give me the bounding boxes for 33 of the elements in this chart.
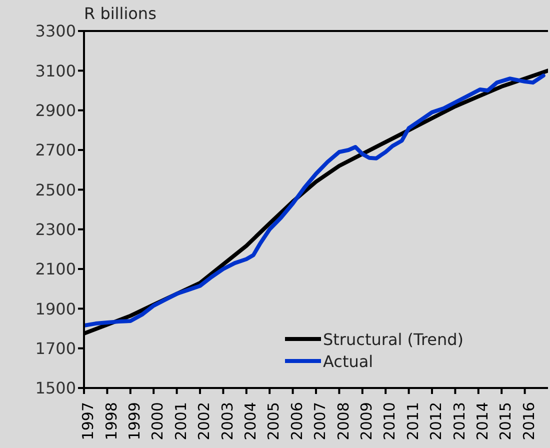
x-tick-label: 2016 bbox=[520, 402, 538, 440]
x-tick-label: 2012 bbox=[427, 402, 446, 440]
x-tick-label: 2011 bbox=[404, 402, 422, 440]
x-tick-label: 2003 bbox=[218, 402, 236, 440]
y-axis-title: R billions bbox=[84, 4, 156, 23]
y-tick-label: 2700 bbox=[35, 140, 76, 160]
x-tick-label: 2015 bbox=[496, 402, 515, 440]
x-tick-label: 2010 bbox=[380, 402, 399, 440]
x-tick-label: 2005 bbox=[264, 402, 283, 440]
y-tick-label: 1900 bbox=[35, 299, 76, 318]
x-tick-label: 2009 bbox=[357, 402, 376, 440]
y-tick-label: 3100 bbox=[35, 61, 76, 80]
y-tick-label: 2300 bbox=[35, 220, 76, 240]
x-tick-label: 1997 bbox=[79, 402, 98, 440]
x-tick-label: 2000 bbox=[148, 402, 167, 440]
y-tick-label: 3300 bbox=[35, 22, 76, 41]
x-tick-label: 2006 bbox=[288, 402, 306, 440]
x-tick-label: 2007 bbox=[311, 402, 330, 440]
y-tick-label: 2500 bbox=[35, 180, 76, 200]
x-tick-label: 2002 bbox=[195, 402, 214, 440]
x-tick-label: 1999 bbox=[125, 402, 144, 440]
x-tick-label: 2004 bbox=[241, 402, 260, 440]
y-tick-label: 1700 bbox=[35, 339, 76, 358]
legend-label: Structural (Trend) bbox=[323, 330, 464, 348]
y-tick-label: 2100 bbox=[35, 260, 76, 279]
x-tick-label: 2008 bbox=[334, 402, 352, 440]
y-tick-label: 2900 bbox=[35, 101, 76, 120]
legend-label: Actual bbox=[323, 352, 374, 370]
x-tick-label: 2013 bbox=[450, 402, 468, 440]
x-tick-label: 2014 bbox=[473, 402, 492, 440]
x-tick-label: 1998 bbox=[102, 402, 120, 440]
x-tick-label: 2001 bbox=[172, 402, 190, 440]
y-tick-label: 1500 bbox=[35, 378, 76, 398]
